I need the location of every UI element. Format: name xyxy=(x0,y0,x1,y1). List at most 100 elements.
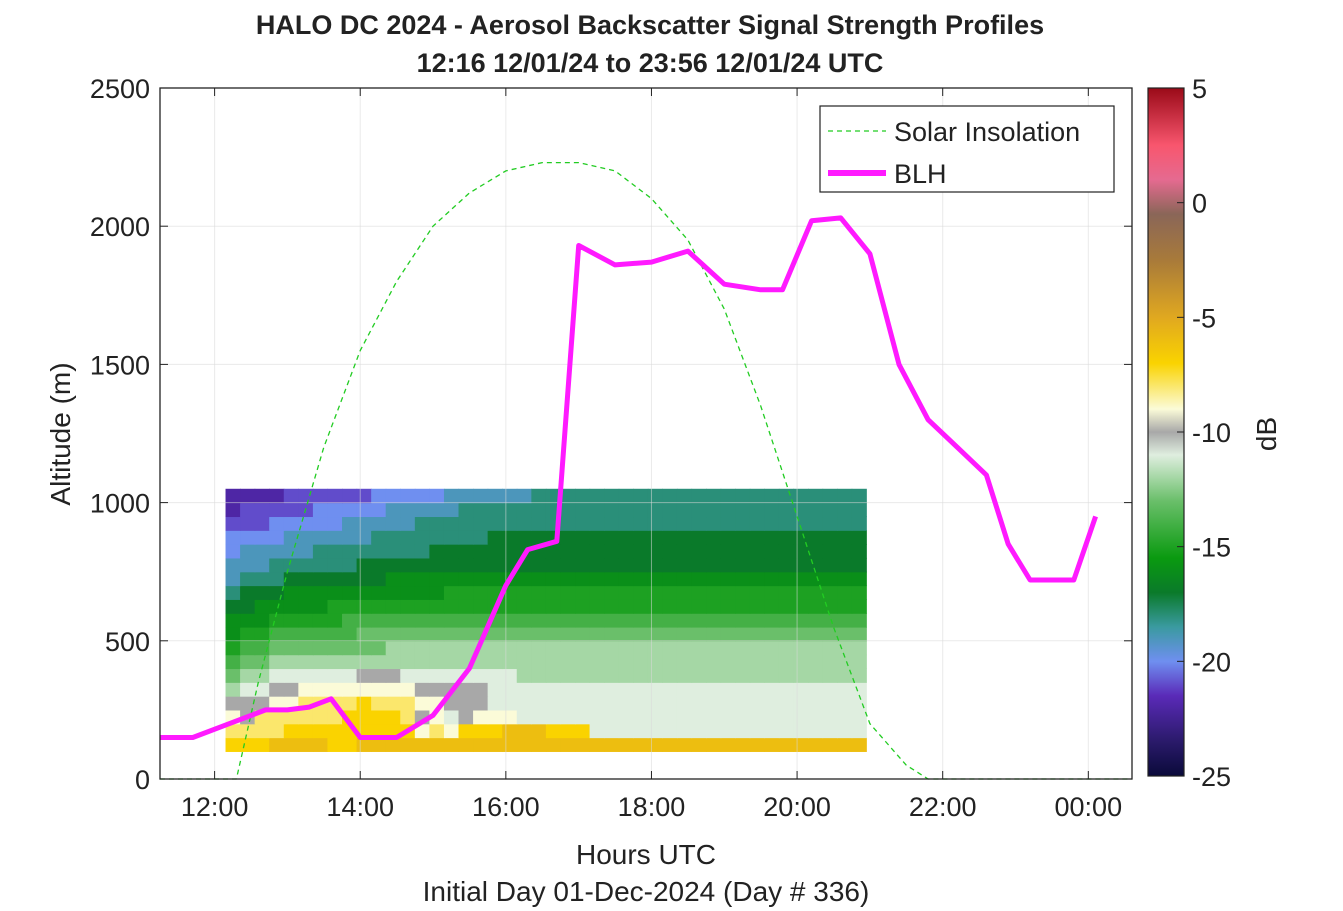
heatmap-cell xyxy=(356,626,372,642)
chart-title: HALO DC 2024 - Aerosol Backscatter Signa… xyxy=(256,10,1044,40)
heatmap-cell xyxy=(443,516,460,531)
heatmap-cell xyxy=(443,544,460,559)
heatmap-cell xyxy=(822,571,838,587)
y-tick-label: 1000 xyxy=(90,489,150,519)
heatmap-cell xyxy=(269,516,285,531)
heatmap-cell xyxy=(618,723,634,739)
heatmap-cell xyxy=(342,626,358,642)
heatmap-cell xyxy=(254,557,270,573)
heatmap-cell xyxy=(706,544,722,559)
heatmap-cell xyxy=(837,571,853,587)
heatmap-cell xyxy=(604,599,620,614)
heatmap-cell xyxy=(458,571,474,587)
heatmap-cell xyxy=(633,488,649,504)
heatmap-cell xyxy=(298,668,314,683)
heatmap-cell xyxy=(589,668,605,683)
heatmap-cell xyxy=(531,640,547,656)
heatmap-cell xyxy=(560,613,576,628)
solar-insolation-line xyxy=(160,161,1132,780)
heatmap-cell xyxy=(327,516,343,531)
heatmap-cell xyxy=(575,626,591,642)
heatmap-cell xyxy=(822,530,838,545)
heatmap-cell xyxy=(414,599,430,614)
heatmap-cell xyxy=(225,502,241,518)
heatmap-cell xyxy=(851,723,867,739)
heatmap-cell xyxy=(822,626,838,642)
heatmap-cell xyxy=(414,723,430,739)
heatmap-cell xyxy=(735,544,751,559)
heatmap-cell xyxy=(516,585,532,600)
heatmap-cell xyxy=(706,682,722,697)
heatmap-cell xyxy=(516,599,532,614)
heatmap-cell xyxy=(851,654,867,670)
heatmap-cell xyxy=(269,640,285,656)
heatmap-cell xyxy=(385,571,401,587)
heatmap-cell xyxy=(778,502,795,518)
heatmap-cell xyxy=(342,668,358,683)
heatmap-cell xyxy=(327,502,343,518)
heatmap-cell xyxy=(706,709,722,725)
heatmap-cell xyxy=(589,737,605,752)
heatmap-cell xyxy=(254,737,270,752)
heatmap-cell xyxy=(749,544,765,559)
heatmap-cell xyxy=(647,530,663,545)
heatmap-cell xyxy=(822,613,838,628)
heatmap-cell xyxy=(429,599,445,614)
heatmap-cell xyxy=(545,723,562,739)
heatmap-cell xyxy=(749,585,765,600)
heatmap-cell xyxy=(327,709,343,725)
heatmap-cell xyxy=(793,696,809,711)
heatmap-cell xyxy=(356,709,372,725)
heatmap-cell xyxy=(808,530,824,545)
heatmap-cell xyxy=(618,544,634,559)
heatmap-cell xyxy=(487,557,503,573)
heatmap-cell xyxy=(691,682,707,697)
heatmap-cell xyxy=(691,640,707,656)
heatmap-cell xyxy=(342,544,358,559)
heatmap-cell xyxy=(691,530,707,545)
heatmap-cell xyxy=(560,516,576,531)
heatmap-cell xyxy=(414,516,430,531)
heatmap-cell xyxy=(458,488,474,504)
heatmap-cell xyxy=(822,544,838,559)
heatmap-cell xyxy=(662,488,678,504)
heatmap-cell xyxy=(793,640,809,656)
heatmap-cell xyxy=(749,682,765,697)
heatmap-cell xyxy=(851,668,867,683)
heatmap-cell xyxy=(764,488,780,504)
heatmap-cell xyxy=(327,626,343,642)
heatmap-cell xyxy=(618,654,634,670)
heatmap-cell xyxy=(676,723,693,739)
heatmap-cell xyxy=(283,516,299,531)
heatmap-cell xyxy=(414,668,430,683)
heatmap-cell xyxy=(312,626,329,642)
heatmap-cell xyxy=(327,488,343,504)
heatmap-cell xyxy=(385,557,401,573)
heatmap-cell xyxy=(473,530,489,545)
heatmap-cell xyxy=(531,585,547,600)
heatmap-cell xyxy=(647,571,663,587)
heatmap-cell xyxy=(662,613,678,628)
heatmap-cell xyxy=(749,723,765,739)
heatmap-cell xyxy=(473,488,489,504)
heatmap-cell xyxy=(516,682,532,697)
heatmap-cell xyxy=(764,571,780,587)
heatmap-cell xyxy=(473,599,489,614)
heatmap-cell xyxy=(808,557,824,573)
heatmap-cell xyxy=(604,516,620,531)
heatmap-cell xyxy=(575,640,591,656)
heatmap-cell xyxy=(458,737,474,752)
heatmap-cell xyxy=(414,654,430,670)
heatmap-cell xyxy=(283,626,299,642)
heatmap-cell xyxy=(618,557,634,573)
heatmap-cell xyxy=(604,668,620,683)
legend-box xyxy=(819,105,1115,193)
heatmap-cell xyxy=(545,488,562,504)
heatmap-cell xyxy=(560,488,576,504)
heatmap-cell xyxy=(487,668,503,683)
colorbar-tick-label: 5 xyxy=(1192,74,1207,104)
heatmap-cell xyxy=(458,723,474,739)
heatmap-cell xyxy=(618,571,634,587)
heatmap-cell xyxy=(516,613,532,628)
heatmap-cell xyxy=(342,654,358,670)
